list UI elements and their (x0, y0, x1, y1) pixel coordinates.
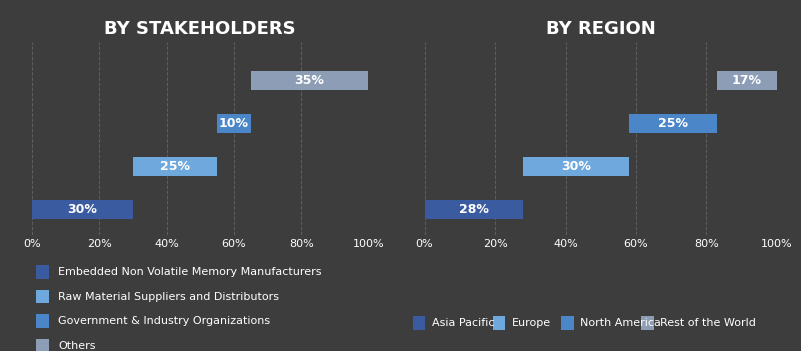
Text: Raw Material Suppliers and Distributors: Raw Material Suppliers and Distributors (58, 292, 280, 302)
Text: 30%: 30% (67, 203, 98, 216)
Text: Europe: Europe (512, 318, 551, 328)
Text: 28%: 28% (459, 203, 489, 216)
Text: Asia Pacific: Asia Pacific (432, 318, 494, 328)
Text: Government & Industry Organizations: Government & Industry Organizations (58, 316, 271, 326)
Text: Embedded Non Volatile Memory Manufacturers: Embedded Non Volatile Memory Manufacture… (58, 267, 322, 277)
Title: BY REGION: BY REGION (545, 20, 656, 38)
Bar (523, 157, 629, 176)
Bar (629, 114, 717, 133)
Bar (425, 200, 523, 219)
Bar (717, 71, 777, 90)
Text: 30%: 30% (562, 160, 591, 173)
Text: 35%: 35% (295, 74, 324, 87)
Text: 10%: 10% (219, 117, 249, 130)
Text: 25%: 25% (658, 117, 688, 130)
Text: Rest of the World: Rest of the World (660, 318, 756, 328)
Text: 17%: 17% (732, 74, 762, 87)
Bar (217, 114, 251, 133)
Text: North America: North America (580, 318, 661, 328)
Text: Others: Others (58, 341, 96, 351)
Text: 25%: 25% (160, 160, 190, 173)
Title: BY STAKEHOLDERS: BY STAKEHOLDERS (104, 20, 296, 38)
Bar (133, 157, 217, 176)
Bar (32, 200, 133, 219)
Bar (251, 71, 368, 90)
